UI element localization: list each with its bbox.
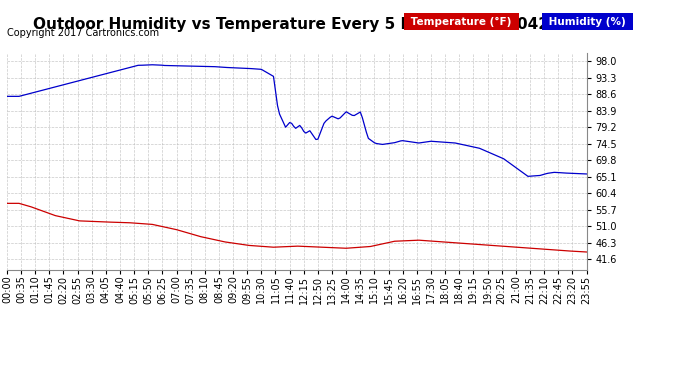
Text: Outdoor Humidity vs Temperature Every 5 Minutes 20170427: Outdoor Humidity vs Temperature Every 5 … — [33, 17, 560, 32]
Text: Humidity (%): Humidity (%) — [545, 17, 629, 27]
Text: Copyright 2017 Cartronics.com: Copyright 2017 Cartronics.com — [7, 28, 159, 38]
Text: Temperature (°F): Temperature (°F) — [407, 17, 515, 27]
